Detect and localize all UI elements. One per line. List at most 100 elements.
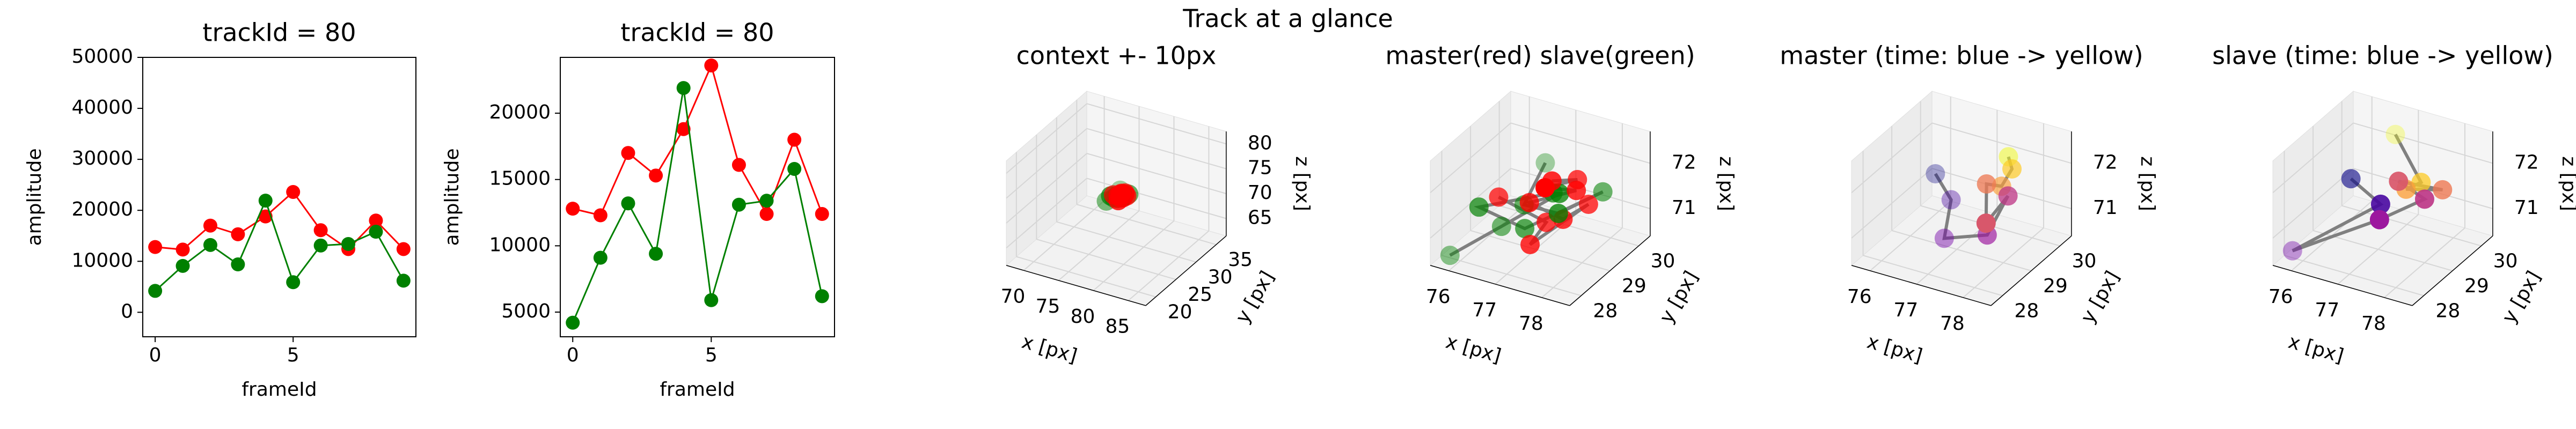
grid-line: [1077, 204, 1217, 246]
axis-line: [1990, 235, 2072, 306]
z-axis-label: z [px]: [1291, 156, 1313, 211]
grid-line: [2272, 168, 2354, 239]
axis-line: [1851, 265, 1992, 306]
grid-line: [1851, 122, 1933, 194]
grid-line: [1851, 168, 1933, 239]
x-tick-label: 76: [2268, 286, 2293, 308]
grid-line: [1006, 128, 1087, 199]
data-point: [731, 158, 746, 172]
chart-title: master(red) slave(green): [1385, 41, 1695, 70]
z-axis-label: z [px]: [2136, 156, 2158, 211]
data-point: [1110, 184, 1130, 204]
data-point: [676, 122, 691, 136]
y-axis-label: y [px]: [1656, 267, 1703, 327]
z-tick-label: 75: [1248, 157, 1272, 179]
x-tick-label: 77: [1893, 299, 1918, 321]
x-axis-label: x [px]: [2286, 331, 2346, 367]
data-point: [2002, 159, 2022, 179]
y-tick-label: 29: [1622, 275, 1646, 297]
data-point: [566, 202, 580, 216]
x-tick-label: 78: [1940, 313, 1965, 335]
chart-title: context +- 10px: [1016, 41, 1217, 70]
x-axis-label: x [px]: [1019, 331, 1079, 367]
x-tick-label: 77: [1472, 299, 1497, 321]
grid-line: [1863, 255, 2003, 297]
grid-line: [2312, 230, 2453, 271]
data-point: [1469, 197, 1489, 217]
data-point: [1998, 186, 2018, 206]
y-axis-label: amplitude: [441, 149, 463, 246]
y-tick-label: 25: [1188, 284, 1212, 306]
grid-line: [1931, 122, 2072, 164]
z-tick-label: 70: [1248, 182, 1272, 204]
data-point: [396, 273, 411, 288]
axis-line: [2272, 265, 2413, 306]
data-point: [815, 207, 829, 221]
data-point: [203, 218, 217, 233]
axis-line: [2412, 235, 2493, 306]
x-tick-label: 76: [1847, 286, 1872, 308]
data-point: [2341, 169, 2361, 189]
data-point: [2411, 173, 2431, 193]
y-tick-label: 20000: [489, 101, 551, 123]
x-tick-label: 78: [1519, 313, 1543, 335]
grid-line: [1023, 200, 1105, 271]
x-axis-label: x [px]: [1443, 331, 1503, 367]
data-point: [566, 315, 580, 330]
z-axis-label: z [px]: [2558, 156, 2576, 211]
data-point: [1515, 219, 1535, 239]
y-tick-label: 28: [2435, 300, 2460, 322]
grid-line: [1056, 221, 1196, 263]
x-tick-label: 76: [1426, 286, 1451, 308]
z-axis-label: z [px]: [1715, 156, 1737, 211]
suptitle: Track at a glance: [1182, 4, 1393, 33]
data-point: [1489, 187, 1509, 207]
y-tick-label: 30: [2072, 250, 2097, 272]
data-point: [2370, 194, 2390, 214]
x-tick-label: 85: [1106, 316, 1130, 338]
y-tick-label: 40000: [71, 97, 133, 119]
data-point: [759, 207, 774, 221]
axis-line: [1430, 265, 1570, 306]
data-point: [1976, 213, 1996, 233]
y-tick-label: 15000: [489, 168, 551, 190]
y-tick-label: 0: [121, 300, 133, 322]
data-point: [815, 289, 829, 304]
z-tick-label: 72: [2514, 151, 2539, 173]
grid-line: [1006, 153, 1087, 224]
grid-line: [2272, 122, 2354, 194]
series-line: [155, 198, 405, 292]
axis-line: [1006, 265, 1146, 306]
chart-title: slave (time: blue -> yellow): [2212, 41, 2553, 70]
plot-frame: [560, 57, 835, 337]
data-point: [1578, 194, 1598, 214]
x-tick-label: 70: [1001, 285, 1026, 307]
data-point: [148, 240, 163, 254]
data-point: [175, 242, 190, 257]
data-point: [704, 293, 719, 307]
x-tick-label: 0: [567, 344, 579, 366]
grid-line: [1036, 239, 1176, 280]
data-point: [787, 132, 802, 147]
data-point: [621, 146, 635, 160]
data-point: [148, 284, 163, 298]
data-point: [649, 247, 663, 261]
y-tick-label: 10000: [489, 234, 551, 256]
x-tick-label: 75: [1036, 295, 1060, 317]
axis-line: [1569, 235, 1651, 306]
x-tick-label: 5: [705, 344, 718, 366]
data-point: [1491, 217, 1511, 236]
series-line: [572, 87, 823, 323]
data-point: [369, 225, 383, 239]
z-tick-label: 65: [1248, 207, 1272, 229]
grid-line: [1086, 103, 1227, 145]
grid-line: [1470, 230, 1611, 271]
data-point: [203, 238, 217, 252]
data-point: [2282, 241, 2302, 261]
y-tick-label: 28: [2014, 300, 2039, 322]
y-axis-label: y [px]: [2077, 267, 2124, 327]
data-point: [593, 250, 608, 265]
data-point: [1520, 235, 1540, 255]
y-axis-label: y [px]: [2498, 267, 2545, 327]
y-tick-label: 28: [1593, 300, 1618, 322]
